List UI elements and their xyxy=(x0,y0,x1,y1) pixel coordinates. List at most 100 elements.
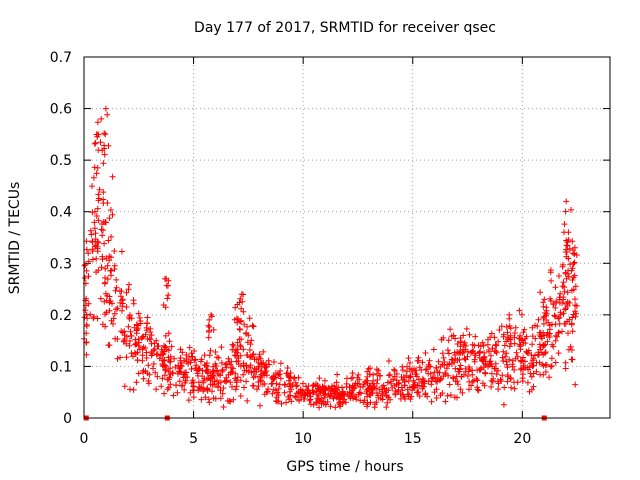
data-point xyxy=(416,393,423,400)
data-point xyxy=(208,375,215,382)
data-point xyxy=(341,396,348,403)
data-point xyxy=(204,360,210,367)
data-point xyxy=(161,372,168,379)
data-point xyxy=(144,314,151,321)
data-point xyxy=(158,346,165,353)
data-point xyxy=(185,397,192,404)
data-point xyxy=(95,217,102,224)
data-point xyxy=(393,371,400,377)
data-point xyxy=(354,374,361,381)
data-point xyxy=(571,272,578,279)
data-point xyxy=(377,372,384,379)
data-point xyxy=(209,368,216,375)
data-point xyxy=(404,363,410,370)
data-point xyxy=(240,362,247,369)
data-point xyxy=(570,260,577,267)
data-point xyxy=(532,322,538,329)
data-point xyxy=(105,142,112,149)
data-point xyxy=(287,370,294,376)
chart-title: Day 177 of 2017, SRMTID for receiver qse… xyxy=(194,20,496,36)
data-point xyxy=(102,311,108,318)
data-point xyxy=(511,330,518,336)
data-point xyxy=(206,316,213,323)
data-point xyxy=(162,367,169,374)
data-point xyxy=(407,373,414,380)
data-point xyxy=(102,265,109,272)
data-point xyxy=(570,286,577,293)
data-point xyxy=(304,389,311,396)
data-point xyxy=(105,237,112,244)
data-point xyxy=(391,366,398,373)
data-point xyxy=(133,321,140,328)
data-point xyxy=(556,273,562,279)
data-point xyxy=(497,376,504,383)
data-point xyxy=(232,304,239,311)
data-point xyxy=(277,375,284,382)
data-point xyxy=(131,349,138,356)
data-point xyxy=(548,363,555,369)
data-point xyxy=(374,376,381,383)
data-point xyxy=(384,399,391,406)
data-point xyxy=(415,357,422,364)
data-point xyxy=(365,365,372,372)
x-tick-label: 20 xyxy=(513,431,531,447)
data-point xyxy=(150,360,157,367)
data-point xyxy=(278,400,285,407)
y-tick-label: 0.3 xyxy=(50,256,72,272)
data-point xyxy=(504,372,511,378)
data-point xyxy=(109,211,116,218)
data-point xyxy=(551,312,558,319)
data-point xyxy=(559,283,566,290)
data-point xyxy=(528,373,535,380)
data-point xyxy=(233,315,240,322)
data-point xyxy=(357,384,364,391)
data-point xyxy=(190,394,197,401)
plot-frame xyxy=(83,56,611,419)
data-point xyxy=(147,336,154,343)
data-point xyxy=(509,363,516,370)
data-point xyxy=(415,376,422,383)
data-point xyxy=(163,275,170,282)
data-point xyxy=(94,238,101,245)
data-point xyxy=(500,401,507,408)
data-point xyxy=(246,315,253,322)
data-point xyxy=(241,384,247,391)
data-point xyxy=(556,299,563,306)
data-point xyxy=(571,244,578,251)
data-point xyxy=(516,341,523,348)
data-point xyxy=(316,375,323,382)
data-point xyxy=(197,384,204,391)
data-point xyxy=(490,375,497,382)
data-point xyxy=(218,359,225,366)
data-point xyxy=(121,328,128,335)
data-point xyxy=(569,238,576,245)
data-point xyxy=(560,279,567,286)
data-point xyxy=(405,355,412,362)
data-point xyxy=(281,389,288,396)
data-point xyxy=(215,384,221,391)
data-point xyxy=(244,339,251,346)
data-point xyxy=(387,396,394,403)
data-point xyxy=(317,387,324,393)
data-point xyxy=(463,325,470,332)
data-point xyxy=(406,391,412,398)
data-point xyxy=(175,368,182,375)
data-point xyxy=(555,329,562,336)
data-point xyxy=(544,329,551,336)
data-point xyxy=(210,395,217,402)
data-point xyxy=(442,369,449,376)
x-axis-label: GPS time / hours xyxy=(286,459,403,475)
data-point xyxy=(554,333,561,340)
data-point xyxy=(508,340,514,347)
data-point xyxy=(517,346,524,353)
data-point xyxy=(230,342,237,349)
data-point xyxy=(178,383,185,389)
data-point xyxy=(283,399,290,406)
data-point xyxy=(430,346,437,353)
data-point xyxy=(136,339,143,346)
data-point xyxy=(522,358,528,365)
data-point xyxy=(89,256,96,263)
data-point xyxy=(485,347,492,353)
y-tick-label: 0 xyxy=(63,411,72,427)
data-point xyxy=(245,332,252,339)
